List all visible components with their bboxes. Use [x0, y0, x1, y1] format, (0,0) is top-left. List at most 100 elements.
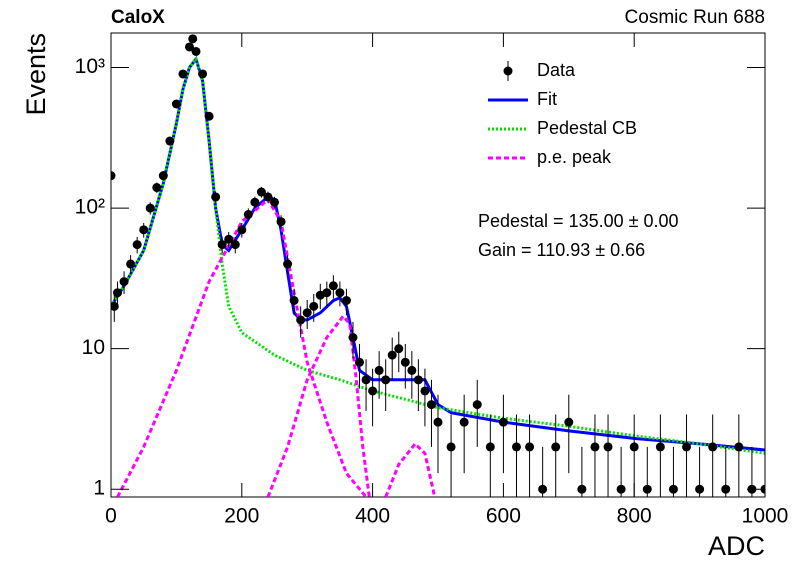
- data-point: [111, 171, 116, 181]
- data-point: [184, 42, 194, 52]
- data-point: [250, 197, 260, 207]
- y-axis-label: Events: [21, 33, 51, 116]
- data-point: [289, 296, 299, 306]
- data-point: [498, 417, 508, 427]
- x-axis-label: ADC: [708, 531, 765, 561]
- chart-title: CaloX: [111, 7, 165, 28]
- data-point: [309, 301, 319, 311]
- data-point: [224, 234, 234, 244]
- fit-curve: [111, 55, 765, 455]
- x-tick-label: 200: [224, 505, 259, 528]
- data-point: [629, 442, 639, 452]
- data-point: [564, 417, 574, 427]
- y-tick-label: 10: [82, 336, 105, 359]
- data-point: [276, 217, 286, 227]
- data-point: [188, 34, 198, 44]
- data-point: [577, 484, 587, 494]
- y-tick-label: 1: [93, 477, 105, 500]
- y-tick-label: 10³: [75, 55, 105, 78]
- data-point: [145, 203, 155, 213]
- data-point: [335, 288, 345, 298]
- legend-marker: [503, 66, 513, 76]
- data-point: [348, 333, 358, 343]
- x-tick-label: 800: [617, 505, 652, 528]
- annotation: Gain = 110.93 ± 0.66: [478, 240, 645, 260]
- data-point: [198, 69, 208, 79]
- fit-curve: [111, 55, 765, 452]
- data-point: [355, 357, 365, 367]
- plot-frame: [110, 32, 766, 498]
- data-point: [152, 183, 162, 193]
- data-point: [616, 484, 626, 494]
- data-point: [256, 187, 266, 197]
- data-point: [211, 192, 221, 202]
- chart-subtitle: Cosmic Run 688: [625, 7, 765, 28]
- data-point: [387, 350, 397, 360]
- data-point: [420, 386, 430, 396]
- data-point: [204, 111, 214, 121]
- fit-curve: [116, 197, 437, 497]
- data-point: [171, 99, 181, 109]
- data-point: [511, 442, 521, 452]
- data-point: [394, 344, 404, 354]
- annotation: Pedestal = 135.00 ± 0.00: [478, 211, 679, 231]
- data-point: [721, 484, 731, 494]
- plot-area: [111, 34, 765, 497]
- legend-label: Pedestal CB: [537, 118, 637, 138]
- data-point: [165, 136, 175, 146]
- data-point: [217, 240, 227, 250]
- data-point: [734, 442, 744, 452]
- data-point: [485, 442, 495, 452]
- data-point: [551, 442, 561, 452]
- legend-label: Fit: [537, 89, 557, 109]
- data-point: [472, 400, 482, 410]
- data-point: [328, 281, 338, 291]
- legend: Data Fit Pedestal CB p.e. peak: [488, 60, 637, 167]
- data-point: [655, 442, 665, 452]
- x-tick-label: 1000: [742, 505, 789, 528]
- data-point: [361, 375, 371, 385]
- data-point: [296, 315, 306, 325]
- data-point: [538, 484, 548, 494]
- data-point: [426, 400, 436, 410]
- data-point: [158, 171, 168, 181]
- data-point: [708, 442, 718, 452]
- x-tick-label: 400: [355, 505, 390, 528]
- data-point: [139, 225, 149, 235]
- data-point: [381, 375, 391, 385]
- data-point: [603, 442, 613, 452]
- data-point: [302, 308, 312, 318]
- data-point: [283, 259, 293, 269]
- data-point: [446, 442, 456, 452]
- data-point: [111, 301, 119, 311]
- data-point: [668, 484, 678, 494]
- x-tick-label: 0: [105, 505, 117, 528]
- data-point: [322, 288, 332, 298]
- data-point: [459, 417, 469, 427]
- data-point: [126, 259, 136, 269]
- data-point: [263, 192, 273, 202]
- data-point: [132, 240, 142, 250]
- data-point: [695, 484, 705, 494]
- data-point: [642, 484, 652, 494]
- data-point: [407, 365, 417, 375]
- data-point: [413, 375, 423, 385]
- data-point: [113, 288, 123, 298]
- data-point: [178, 69, 188, 79]
- data-point: [191, 46, 201, 56]
- data-point: [341, 296, 351, 306]
- data-point: [368, 386, 378, 396]
- y-tick-label: 10²: [75, 196, 105, 219]
- legend-label: p.e. peak: [537, 147, 612, 167]
- x-tick-label: 600: [486, 505, 521, 528]
- data-point: [400, 357, 410, 367]
- data-point: [243, 210, 253, 220]
- data-point: [374, 365, 384, 375]
- data-point: [237, 225, 247, 235]
- data-point: [270, 197, 279, 207]
- data-point: [590, 442, 600, 452]
- data-point: [682, 442, 692, 452]
- data-point: [433, 417, 443, 427]
- data-point: [525, 442, 535, 452]
